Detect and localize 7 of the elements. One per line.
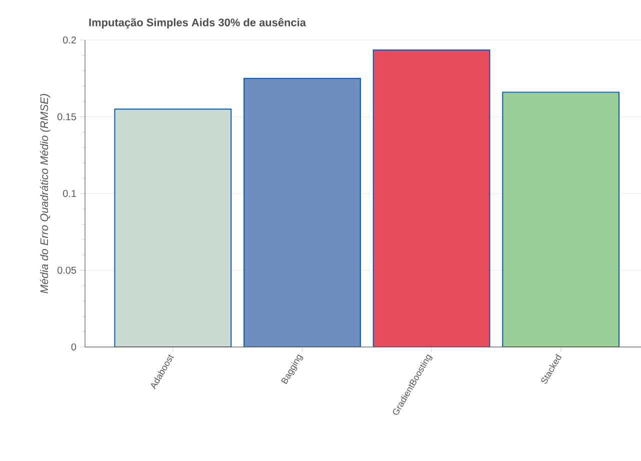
chart-title: Imputação Simples Aids 30% de ausência <box>89 18 306 28</box>
y-tick-label: 0.2 <box>63 36 76 44</box>
y-tick-label: 0.1 <box>63 190 76 198</box>
y-tick-label: 0 <box>71 343 76 351</box>
y-tick-label: 0.15 <box>57 113 76 120</box>
y-axis-title: Média do Erro Quadrático Médio (RMSE) <box>40 94 50 294</box>
y-tick-label: 0.05 <box>57 266 76 274</box>
